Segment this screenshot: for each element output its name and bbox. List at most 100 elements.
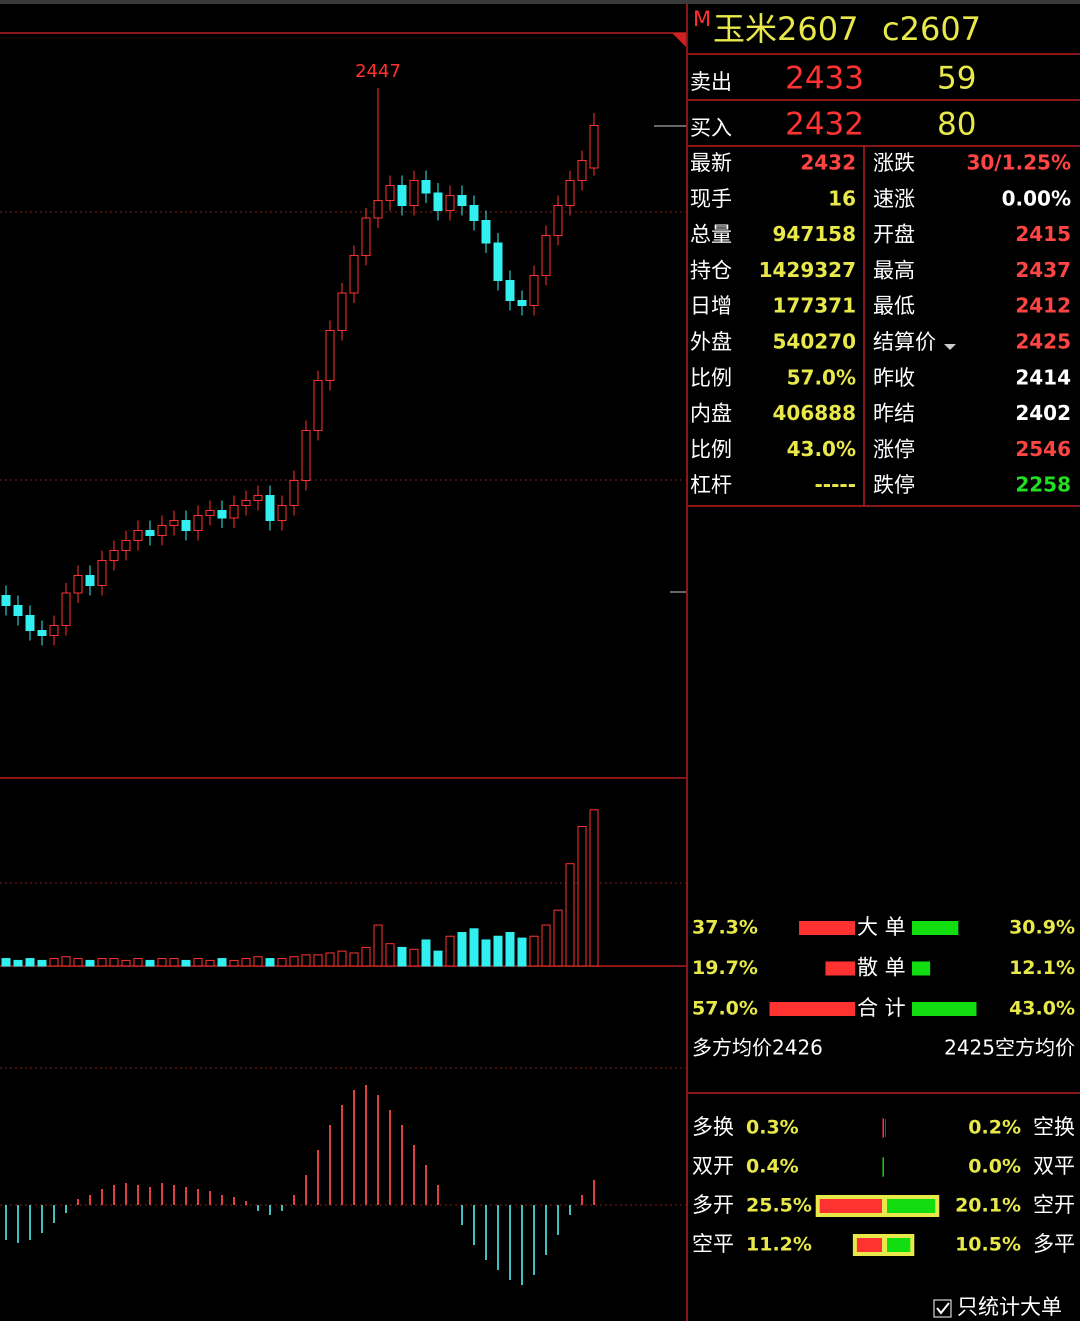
candle-body <box>193 515 203 531</box>
checkbox-box[interactable] <box>933 1299 952 1318</box>
stat-label: 最新 <box>690 151 732 175</box>
candle-body <box>1 595 11 606</box>
candle-body <box>13 605 23 616</box>
candle-body <box>541 235 551 276</box>
pos-left-label: 空平 <box>692 1232 734 1256</box>
candle-body <box>337 292 347 331</box>
volume-bar <box>445 935 455 967</box>
ob-label: 卖出 <box>690 70 732 94</box>
volume-bar <box>325 952 335 967</box>
code: c2607 <box>882 10 981 48</box>
candle-body <box>37 630 47 636</box>
volume-bar <box>133 958 143 967</box>
pos-right: 20.1% <box>955 1195 1021 1217</box>
candle-body <box>61 592 71 626</box>
volume-bar <box>433 950 443 967</box>
candle-body <box>445 195 455 211</box>
volume-bar <box>493 935 503 967</box>
ob-price: 2432 <box>785 107 864 143</box>
stat-label: 涨跌 <box>873 151 915 175</box>
candle-body <box>373 200 383 219</box>
stat-value: 0.00% <box>1002 186 1071 210</box>
volume-bar <box>49 958 59 967</box>
candle-body <box>169 520 179 526</box>
candle-body <box>121 540 131 551</box>
candle-body <box>505 280 515 301</box>
stat-value: 1429327 <box>759 258 856 282</box>
stat-label: 最高 <box>873 258 915 282</box>
candle-body <box>529 275 539 306</box>
volume-bar <box>145 959 155 967</box>
candle-body <box>157 525 167 536</box>
frame <box>0 4 1080 1321</box>
ob-price: 2433 <box>785 61 864 97</box>
ob-label: 买入 <box>690 116 732 140</box>
volume-bar <box>553 909 563 967</box>
candle-body <box>133 530 143 541</box>
candle-body <box>277 505 287 521</box>
stat-label: 最低 <box>873 294 915 318</box>
high-label: 2447 <box>355 61 401 82</box>
candle-body <box>289 480 299 506</box>
stat-value: 2258 <box>1015 473 1071 497</box>
stat-value: ----- <box>814 473 856 497</box>
volume-bar <box>13 959 23 967</box>
checkbox[interactable]: 只统计大单 <box>933 1295 1062 1319</box>
candle-body <box>181 520 191 531</box>
volume-bar <box>157 958 167 967</box>
pos-right-label: 多平 <box>1033 1232 1075 1256</box>
volume-bar <box>193 958 203 967</box>
volume-bar <box>169 958 179 967</box>
pos-right-label: 空开 <box>1033 1193 1075 1217</box>
flow-left: 37.3% <box>692 917 758 939</box>
candle-body <box>493 242 503 281</box>
stat-value: 2437 <box>1015 258 1071 282</box>
pos-right: 0.2% <box>968 1117 1021 1139</box>
pos-right-label: 双平 <box>1033 1154 1075 1178</box>
pos-left: 11.2% <box>746 1234 812 1256</box>
stat-value: 2415 <box>1015 222 1071 246</box>
candle-body <box>145 530 155 536</box>
pos-left: 0.4% <box>746 1156 799 1178</box>
flow-bar-right <box>912 921 959 935</box>
candle-body <box>577 160 587 181</box>
volume-bar <box>265 958 275 967</box>
check <box>936 1302 950 1315</box>
flow-left: 57.0% <box>692 998 758 1020</box>
dash-lines <box>0 211 686 1206</box>
candle-body <box>253 495 263 501</box>
volume-bar <box>541 924 551 967</box>
checkbox-label[interactable]: 只统计大单 <box>957 1295 1062 1319</box>
volume-bar <box>313 954 323 967</box>
stat-value: 406888 <box>773 401 857 425</box>
stat-value: 540270 <box>773 330 857 354</box>
candle-body <box>481 220 491 244</box>
volume-bar <box>409 948 419 967</box>
volume-bar <box>397 946 407 967</box>
candle-body <box>409 180 419 206</box>
candle-body <box>457 195 467 206</box>
candle-body <box>361 217 371 256</box>
stat-value: 2412 <box>1015 294 1071 318</box>
volume-bar <box>529 935 539 967</box>
pos-left: 25.5% <box>746 1195 812 1217</box>
candle-body <box>385 185 395 201</box>
candle-body <box>397 185 407 206</box>
volume-bar <box>385 943 395 967</box>
stat-label: 外盘 <box>690 330 732 354</box>
candle-body <box>325 330 335 381</box>
pos-right: 10.5% <box>955 1234 1021 1256</box>
volume-bar <box>565 863 575 967</box>
stat-label: 比例 <box>690 366 732 390</box>
candle-body <box>517 300 527 306</box>
candle-body <box>553 205 563 236</box>
stat-label: 内盘 <box>690 402 732 426</box>
flow-bar-right <box>912 1002 977 1016</box>
volume-bar <box>109 958 119 967</box>
flow-left: 19.7% <box>692 957 758 979</box>
pos-bar-right <box>883 1234 915 1256</box>
volume-bar <box>73 958 83 967</box>
candle-body <box>433 192 443 211</box>
pos-bar-right <box>883 1195 940 1217</box>
